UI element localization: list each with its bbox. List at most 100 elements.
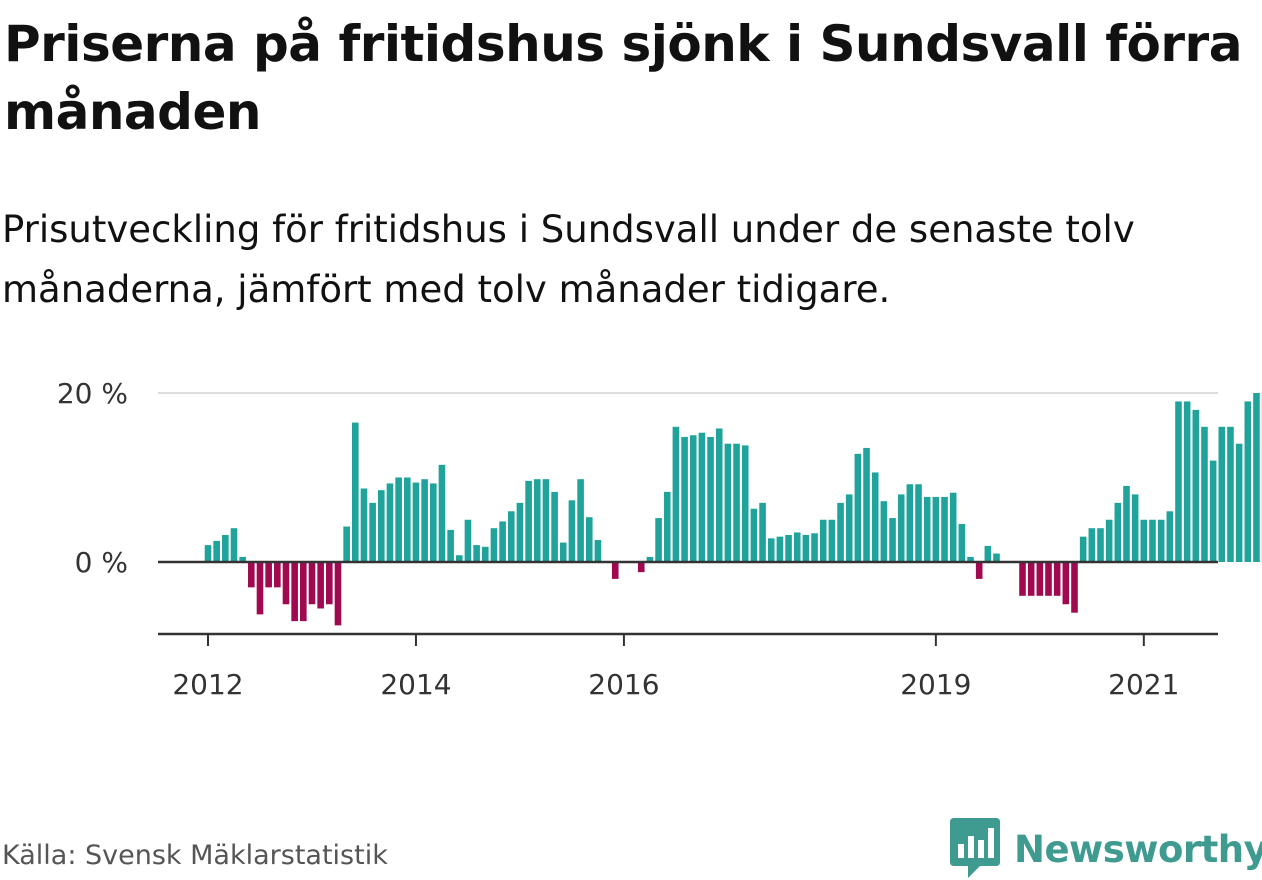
bar [447, 530, 454, 562]
chart-subtitle: Prisutveckling för fritidshus i Sundsval… [2, 200, 1252, 320]
bar [1019, 562, 1026, 596]
bar [638, 562, 645, 572]
y-tick-label: 20 % [57, 377, 128, 410]
bar [872, 472, 879, 562]
bar [1175, 401, 1182, 562]
bar [508, 511, 515, 562]
bar [335, 562, 342, 625]
bar [1115, 503, 1122, 562]
bar [317, 562, 324, 608]
bar [950, 493, 957, 562]
bar [352, 423, 359, 562]
bar [673, 427, 680, 562]
bar [473, 545, 480, 562]
bar [439, 465, 446, 562]
bar [404, 478, 411, 563]
bar [257, 562, 264, 614]
bar [1063, 562, 1070, 604]
bar [525, 481, 532, 562]
bar [482, 547, 489, 562]
bar [499, 521, 506, 562]
bar [413, 483, 420, 562]
bar [924, 497, 931, 562]
bar [933, 497, 940, 562]
bar [725, 444, 732, 562]
bar [820, 520, 827, 562]
bar [1028, 562, 1035, 596]
bar [309, 562, 316, 604]
bar [595, 540, 602, 562]
bar [1184, 401, 1191, 562]
bar [907, 484, 914, 562]
bar [1227, 427, 1234, 562]
bar [846, 494, 853, 562]
bar [803, 535, 810, 562]
bar [586, 517, 593, 562]
bar [985, 546, 992, 562]
bar [361, 488, 368, 562]
bar [655, 518, 662, 562]
bar [915, 484, 922, 562]
bar [551, 492, 558, 562]
bar [1097, 528, 1104, 562]
bar [1080, 537, 1087, 562]
bar [543, 479, 550, 562]
bar [430, 483, 437, 562]
bar [213, 541, 220, 562]
brand-name: Newsworthy [1014, 828, 1262, 871]
bar [274, 562, 281, 587]
bar [976, 562, 983, 579]
bar [1141, 520, 1148, 562]
bar [560, 543, 567, 562]
bar [343, 527, 350, 562]
bar [612, 562, 619, 579]
bar [1123, 486, 1130, 562]
bars [205, 393, 1262, 625]
bar [829, 520, 836, 562]
bar [265, 562, 272, 587]
bar [1054, 562, 1061, 596]
bar [794, 532, 801, 562]
bar [707, 437, 714, 562]
bar-chart: 20 %0 %201220142016201920212023−2 % [0, 360, 1262, 705]
bar [863, 448, 870, 562]
bar [751, 509, 758, 562]
x-tick-label: 2016 [588, 668, 659, 701]
x-tick-label: 2021 [1108, 668, 1179, 701]
bar [777, 537, 784, 562]
bar [491, 528, 498, 562]
bar [993, 554, 1000, 562]
bar [231, 528, 238, 562]
bar [300, 562, 307, 621]
bar [811, 533, 818, 562]
bar [1149, 520, 1156, 562]
bar [716, 428, 723, 562]
bar [1045, 562, 1052, 596]
bar [837, 503, 844, 562]
bar [369, 503, 376, 562]
bar [205, 545, 212, 562]
bar [222, 535, 229, 562]
bar [1219, 427, 1226, 562]
bar [1037, 562, 1044, 596]
bar [378, 490, 385, 562]
bar [898, 494, 905, 562]
bar [1253, 393, 1260, 562]
x-tick-label: 2014 [380, 668, 451, 701]
bar [759, 503, 766, 562]
bar [881, 501, 888, 562]
bar [941, 497, 948, 562]
bar [534, 479, 541, 562]
bar [855, 454, 862, 562]
bar [248, 562, 255, 587]
bar [699, 433, 706, 562]
bar [785, 535, 792, 562]
newsworthy-logo-icon [950, 818, 1000, 880]
bar [959, 524, 966, 562]
source-note: Källa: Svensk Mäklarstatistik [2, 840, 388, 871]
x-tick-label: 2019 [900, 668, 971, 701]
brand-logo: Newsworthy [950, 818, 1262, 880]
bar [395, 478, 402, 563]
x-tick-label: 2012 [172, 668, 243, 701]
bar [1193, 410, 1200, 562]
